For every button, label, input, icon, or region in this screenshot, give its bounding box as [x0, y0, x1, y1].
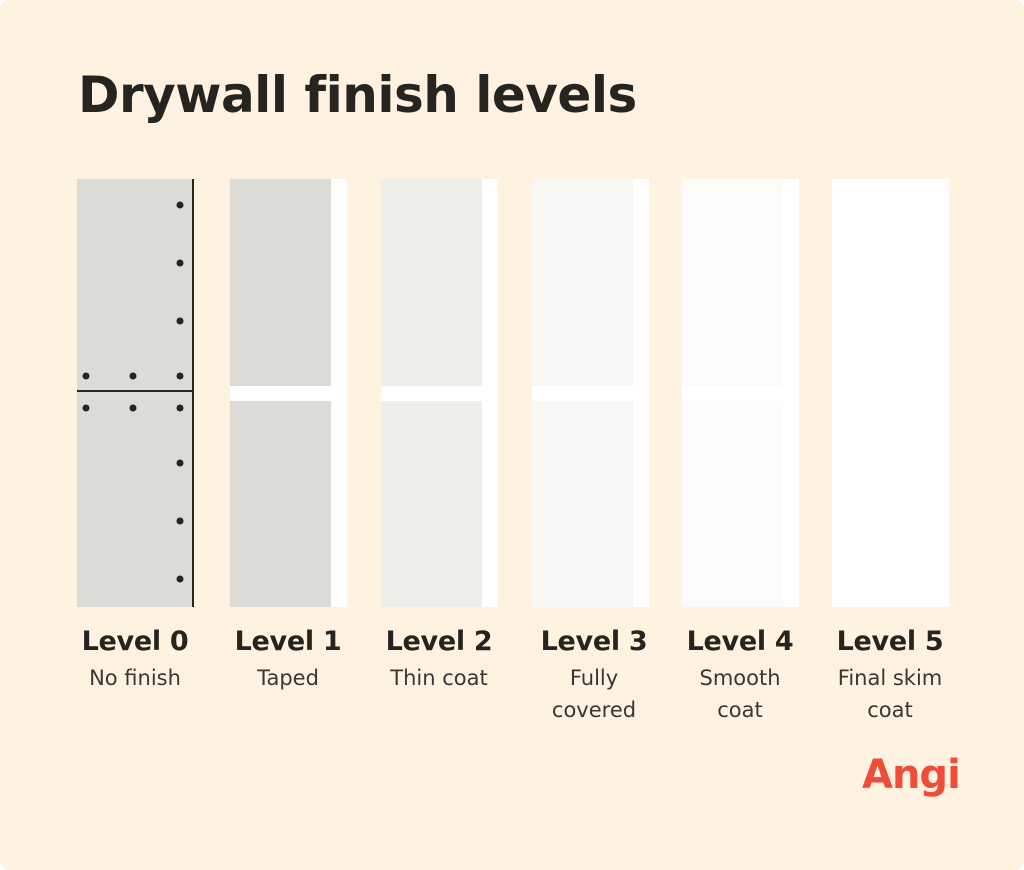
screw-dot	[176, 404, 184, 412]
level-name: Level 3	[540, 626, 648, 657]
screw-dot	[129, 404, 137, 412]
drywall-sheet-top	[381, 179, 482, 386]
tape-horizontal	[230, 386, 347, 401]
drywall-panel-level-5	[832, 179, 949, 607]
drywall-sheet-top	[682, 179, 783, 386]
screw-dot	[176, 201, 184, 209]
drywall-panel-level-3	[532, 179, 649, 607]
level-label-0: Level 0 No finish	[60, 622, 210, 694]
level-name: Level 1	[234, 626, 342, 657]
level-name: Level 0	[81, 626, 189, 657]
screw-dot	[82, 372, 90, 380]
level-description: Fully covered	[551, 666, 637, 722]
tape-vertical	[331, 179, 347, 607]
drywall-sheet-bottom	[682, 401, 783, 607]
screw-dot	[129, 372, 137, 380]
level-label-1: Level 1 Taped	[213, 622, 363, 694]
drywall-sheet-bottom	[381, 401, 482, 607]
screw-dot	[176, 459, 184, 467]
tape-vertical	[783, 179, 799, 607]
drywall-sheet	[77, 179, 193, 607]
screw-dot	[176, 575, 184, 583]
drywall-sheet-top	[230, 179, 331, 386]
tape-vertical	[633, 179, 649, 607]
level-description: No finish	[89, 666, 181, 690]
drywall-panel-level-0	[77, 179, 194, 607]
screw-dot	[82, 404, 90, 412]
drywall-sheet-bottom	[532, 401, 633, 607]
level-label-3: Level 3 Fully covered	[519, 622, 669, 726]
level-name: Level 2	[385, 626, 493, 657]
angi-logo: Angi	[862, 752, 961, 798]
level-description: Smooth coat	[699, 666, 781, 722]
drywall-panel-level-1	[230, 179, 347, 607]
level-label-2: Level 2 Thin coat	[364, 622, 514, 694]
screw-dot	[176, 517, 184, 525]
screw-dot	[176, 372, 184, 380]
screw-dot	[176, 317, 184, 325]
level-label-5: Level 5 Final skim coat	[815, 622, 965, 726]
level-description: Taped	[257, 666, 319, 690]
drywall-panel-level-4	[682, 179, 799, 607]
drywall-panel-level-2	[381, 179, 498, 607]
level-name: Level 4	[686, 626, 794, 657]
drywall-sheet-bottom	[230, 401, 331, 607]
level-label-4: Level 4 Smooth coat	[665, 622, 815, 726]
screw-dots	[82, 201, 184, 583]
level-description: Thin coat	[390, 666, 488, 690]
level-name: Level 5	[836, 626, 944, 657]
tape-vertical	[482, 179, 498, 607]
level-description: Final skim coat	[837, 666, 943, 722]
tape-horizontal	[682, 386, 799, 401]
screw-dot	[176, 259, 184, 267]
drywall-sheet	[832, 179, 949, 607]
page-title: Drywall finish levels	[78, 66, 637, 124]
drywall-sheet-top	[532, 179, 633, 386]
tape-horizontal	[532, 386, 649, 401]
tape-horizontal	[381, 386, 498, 401]
